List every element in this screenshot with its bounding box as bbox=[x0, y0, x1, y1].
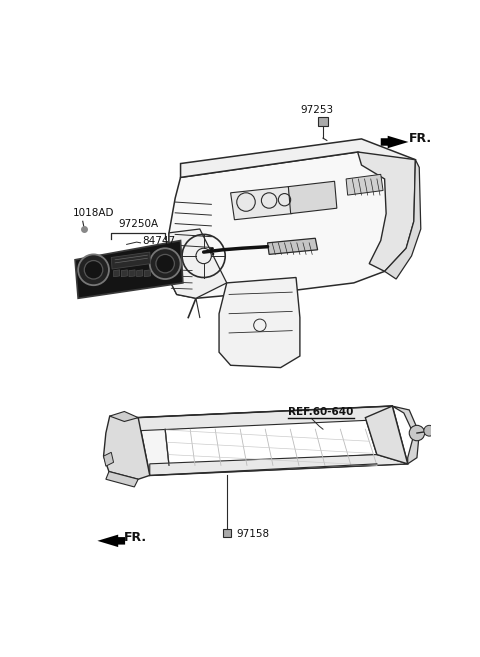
Polygon shape bbox=[144, 270, 151, 277]
Polygon shape bbox=[346, 174, 383, 195]
Polygon shape bbox=[169, 152, 414, 298]
Polygon shape bbox=[365, 406, 408, 464]
Polygon shape bbox=[111, 252, 151, 269]
Polygon shape bbox=[106, 472, 138, 487]
Circle shape bbox=[150, 248, 180, 279]
Text: 84747: 84747 bbox=[142, 237, 175, 246]
Circle shape bbox=[424, 425, 435, 436]
Polygon shape bbox=[169, 229, 227, 298]
Polygon shape bbox=[121, 270, 127, 277]
Polygon shape bbox=[138, 406, 408, 476]
Circle shape bbox=[84, 261, 103, 279]
Polygon shape bbox=[381, 136, 408, 148]
Polygon shape bbox=[150, 455, 408, 476]
Text: 97253: 97253 bbox=[300, 104, 334, 115]
Polygon shape bbox=[165, 418, 377, 465]
Circle shape bbox=[156, 254, 174, 273]
Polygon shape bbox=[104, 452, 114, 466]
Polygon shape bbox=[392, 406, 419, 464]
Polygon shape bbox=[114, 270, 120, 277]
Polygon shape bbox=[267, 238, 318, 254]
Polygon shape bbox=[230, 187, 292, 219]
Text: 97250A: 97250A bbox=[118, 219, 158, 229]
Text: 97158: 97158 bbox=[237, 529, 270, 539]
Text: FR.: FR. bbox=[409, 133, 432, 145]
Polygon shape bbox=[75, 240, 183, 298]
Polygon shape bbox=[358, 152, 415, 271]
Polygon shape bbox=[97, 535, 125, 547]
Polygon shape bbox=[384, 160, 421, 279]
Bar bbox=[318, 116, 328, 125]
Polygon shape bbox=[138, 406, 392, 431]
Polygon shape bbox=[104, 416, 150, 479]
Circle shape bbox=[409, 425, 425, 441]
Polygon shape bbox=[129, 270, 135, 277]
Text: REF.60-640: REF.60-640 bbox=[288, 407, 354, 417]
Circle shape bbox=[78, 254, 109, 285]
Text: FR.: FR. bbox=[124, 532, 147, 544]
Polygon shape bbox=[137, 270, 143, 277]
Bar bbox=[223, 530, 230, 537]
Polygon shape bbox=[110, 411, 138, 422]
Polygon shape bbox=[219, 277, 300, 367]
Polygon shape bbox=[288, 181, 337, 214]
Polygon shape bbox=[180, 139, 415, 177]
Text: 1018AD: 1018AD bbox=[73, 208, 114, 218]
